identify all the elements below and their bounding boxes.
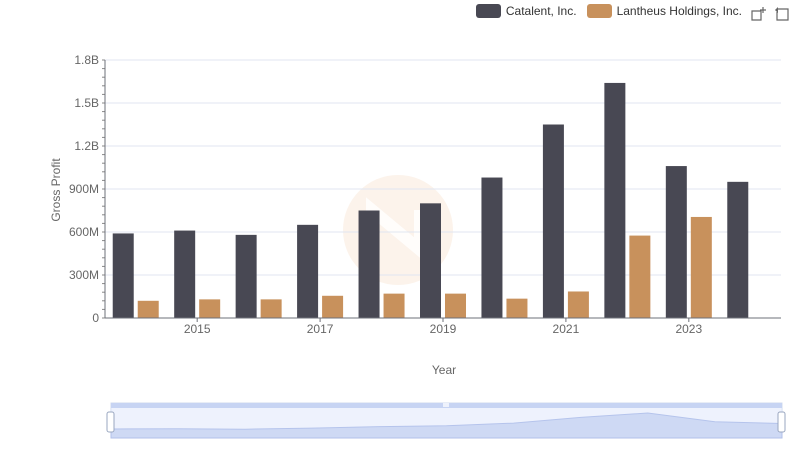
x-tick-label: 2021 [553, 322, 580, 336]
bar-lantheus-2023[interactable] [690, 216, 712, 318]
bar-lantheus-2017[interactable] [322, 295, 344, 318]
bar-catalent-2018[interactable] [358, 210, 380, 319]
datazoom-handle-right[interactable] [777, 411, 786, 433]
y-tick-label: 1.2B [74, 139, 99, 153]
legend-swatch-catalent [475, 4, 501, 18]
bar-catalent-2023[interactable] [665, 166, 687, 318]
bar-catalent-2022[interactable] [604, 82, 626, 318]
legend-label-catalent: Catalent, Inc. [505, 4, 577, 18]
y-tick-label: 300M [69, 268, 99, 282]
bar-lantheus-2019[interactable] [445, 293, 466, 318]
data-zoom-slider[interactable] [106, 402, 786, 439]
y-tick-label: 600M [69, 225, 99, 239]
bar-catalent-2014[interactable] [112, 233, 134, 318]
legend-swatch-lantheus [586, 4, 612, 18]
bar-catalent-2024[interactable] [727, 181, 749, 318]
datazoom-handle-left[interactable] [106, 411, 115, 433]
x-tick-label: 2017 [307, 322, 334, 336]
x-axis-title: Year [432, 363, 456, 377]
bar-lantheus-2022[interactable] [629, 235, 651, 318]
legend-label-lantheus: Lantheus Holdings, Inc. [616, 4, 742, 18]
bar-lantheus-2020[interactable] [506, 298, 528, 318]
x-tick-label: 2015 [184, 322, 211, 336]
y-tick-label: 0 [92, 311, 99, 325]
bar-catalent-2016[interactable] [235, 234, 257, 318]
zoom-icon[interactable] [750, 6, 766, 22]
bar-catalent-2019[interactable] [420, 203, 441, 318]
bar-catalent-2020[interactable] [481, 177, 503, 318]
y-tick-label: 1.5B [74, 96, 99, 110]
bar-catalent-2021[interactable] [542, 124, 564, 319]
datazoom-preview-area [110, 412, 783, 439]
bar-lantheus-2018[interactable] [383, 293, 405, 318]
datazoom-move-handle[interactable] [443, 403, 449, 407]
y-tick-label: 900M [69, 182, 99, 196]
bar-lantheus-2014[interactable] [137, 300, 159, 318]
x-tick-label: 2023 [675, 322, 702, 336]
bar-catalent-2017[interactable] [297, 224, 319, 318]
bar-lantheus-2015[interactable] [199, 299, 221, 318]
toolbox [750, 6, 790, 22]
y-axis-title: Gross Profit [49, 158, 63, 222]
legend-item-catalent[interactable]: Catalent, Inc. [475, 4, 577, 18]
bar-lantheus-2021[interactable] [567, 291, 589, 318]
y-tick-label: 1.8B [74, 53, 99, 67]
bar-catalent-2015[interactable] [174, 230, 196, 318]
bar-lantheus-2016[interactable] [260, 299, 282, 318]
legend-item-lantheus[interactable]: Lantheus Holdings, Inc. [586, 4, 742, 18]
x-tick-label: 2019 [430, 322, 457, 336]
restore-icon[interactable] [774, 6, 790, 22]
legend: Catalent, Inc. Lantheus Holdings, Inc. [475, 4, 742, 18]
